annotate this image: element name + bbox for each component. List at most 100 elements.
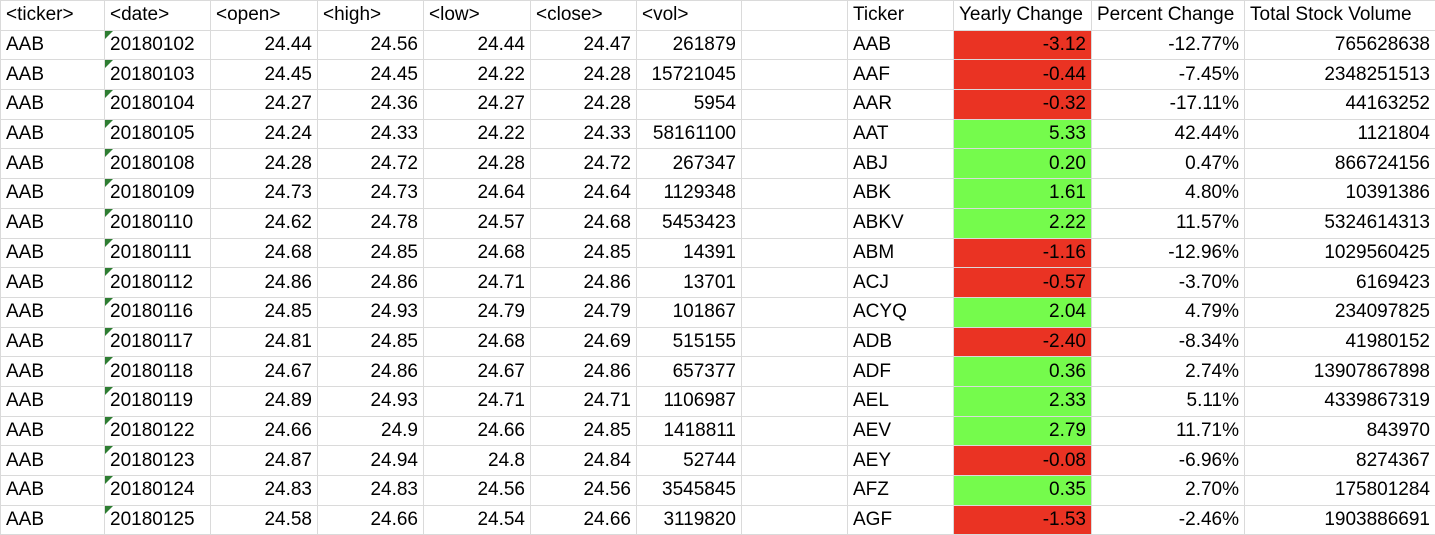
empty-cell — [741, 148, 848, 180]
data-cell: 24.22 — [423, 118, 531, 150]
data-cell: AAB — [0, 178, 105, 209]
data-cell: 24.84 — [530, 445, 637, 476]
date-cell: 20180122 — [104, 415, 211, 447]
column-header: Total Stock Volume — [1244, 0, 1435, 31]
data-cell: 765628638 — [1244, 29, 1435, 61]
data-cell: AAB — [0, 475, 105, 506]
empty-cell — [741, 118, 848, 150]
data-cell: 24.67 — [210, 356, 318, 387]
data-cell: 24.68 — [210, 237, 318, 269]
data-cell: 58161100 — [636, 118, 742, 150]
yearly-change-cell: -1.53 — [953, 504, 1092, 535]
data-cell: AAB — [0, 29, 105, 61]
empty-cell — [741, 237, 848, 269]
date-cell: 20180102 — [104, 29, 211, 61]
data-cell: 5954 — [636, 89, 742, 120]
sheet-row: AAB 20180103 24.45 24.45 24.22 24.28 15721045 A… — [0, 59, 1435, 91]
date-cell: 20180125 — [104, 504, 211, 535]
date-cell: 20180108 — [104, 148, 211, 180]
column-header: Percent Change — [1091, 0, 1245, 31]
data-cell: 42.44% — [1091, 118, 1245, 150]
data-cell: ABJ — [847, 148, 954, 180]
date-cell: 20180104 — [104, 89, 211, 120]
data-cell: 24.79 — [530, 296, 637, 328]
data-cell: 24.27 — [210, 89, 318, 120]
data-cell: 24.66 — [530, 504, 637, 535]
date-cell: 20180116 — [104, 296, 211, 328]
data-cell: 24.73 — [210, 178, 318, 209]
sheet-row: AAB 20180123 24.87 24.94 24.8 24.84 52744 AEY -0… — [0, 445, 1435, 476]
data-cell: 24.67 — [423, 356, 531, 387]
data-cell: 24.93 — [317, 385, 424, 417]
data-cell: 24.64 — [423, 178, 531, 209]
data-cell: AAT — [847, 118, 954, 150]
yearly-change-cell: 2.33 — [953, 385, 1092, 417]
data-cell: 24.28 — [210, 148, 318, 180]
data-cell: AAB — [0, 504, 105, 535]
data-cell: 1903886691 — [1244, 504, 1435, 535]
empty-cell — [741, 178, 848, 209]
yearly-change-cell: 0.20 — [953, 148, 1092, 180]
sheet-row: AAB 20180102 24.44 24.56 24.44 24.47 261879 AAB… — [0, 29, 1435, 61]
data-cell: 24.56 — [530, 475, 637, 506]
data-cell: 24.56 — [317, 29, 424, 61]
column-header: <low> — [423, 0, 531, 31]
data-cell: 24.54 — [423, 504, 531, 535]
data-cell: -6.96% — [1091, 445, 1245, 476]
empty-cell — [741, 326, 848, 358]
data-cell: ADB — [847, 326, 954, 358]
data-cell: 1129348 — [636, 178, 742, 209]
data-cell: 4339867319 — [1244, 385, 1435, 417]
data-cell: 24.79 — [423, 296, 531, 328]
sheet-row: AAB 20180118 24.67 24.86 24.67 24.86 657377 ADF… — [0, 356, 1435, 387]
data-cell: AAF — [847, 59, 954, 91]
data-cell: 24.73 — [317, 178, 424, 209]
data-cell: 11.71% — [1091, 415, 1245, 447]
data-cell: 1121804 — [1244, 118, 1435, 150]
data-cell: AAB — [0, 89, 105, 120]
yearly-change-cell: 2.79 — [953, 415, 1092, 447]
data-cell: 24.86 — [530, 356, 637, 387]
data-cell: 2.74% — [1091, 356, 1245, 387]
data-cell: 24.68 — [423, 326, 531, 358]
data-cell: AAR — [847, 89, 954, 120]
yearly-change-cell: -0.08 — [953, 445, 1092, 476]
data-cell: 2348251513 — [1244, 59, 1435, 91]
data-cell: 24.86 — [530, 267, 637, 298]
data-cell: 24.93 — [317, 296, 424, 328]
data-cell: 1418811 — [636, 415, 742, 447]
sheet-row: AAB 20180109 24.73 24.73 24.64 24.64 1129348 AB… — [0, 178, 1435, 209]
yearly-change-cell: -2.40 — [953, 326, 1092, 358]
sheet-row: AAB 20180116 24.85 24.93 24.79 24.79 101867 ACY… — [0, 296, 1435, 328]
data-cell: 24.71 — [423, 385, 531, 417]
data-cell: 24.85 — [317, 237, 424, 269]
column-header: <high> — [317, 0, 424, 31]
empty-cell — [741, 29, 848, 61]
column-header: <date> — [104, 0, 211, 31]
data-cell: 1029560425 — [1244, 237, 1435, 269]
data-cell: 261879 — [636, 29, 742, 61]
data-cell: 24.33 — [530, 118, 637, 150]
empty-cell — [741, 475, 848, 506]
data-cell: 44163252 — [1244, 89, 1435, 120]
date-cell: 20180124 — [104, 475, 211, 506]
data-cell: 4.79% — [1091, 296, 1245, 328]
data-cell: ABM — [847, 237, 954, 269]
data-cell: AAB — [0, 59, 105, 91]
data-cell: 24.64 — [530, 178, 637, 209]
data-cell: 515155 — [636, 326, 742, 358]
data-cell: 24.86 — [210, 267, 318, 298]
data-cell: 24.62 — [210, 207, 318, 239]
data-cell: ABK — [847, 178, 954, 209]
data-cell: 24.22 — [423, 59, 531, 91]
empty-cell — [741, 504, 848, 535]
data-cell: 11.57% — [1091, 207, 1245, 239]
data-cell: 24.28 — [423, 148, 531, 180]
data-cell: 24.87 — [210, 445, 318, 476]
data-cell: 24.71 — [530, 385, 637, 417]
yearly-change-cell: 2.04 — [953, 296, 1092, 328]
empty-cell — [741, 296, 848, 328]
data-cell: AAB — [0, 207, 105, 239]
data-cell: 24.56 — [423, 475, 531, 506]
column-header: <ticker> — [0, 0, 105, 31]
